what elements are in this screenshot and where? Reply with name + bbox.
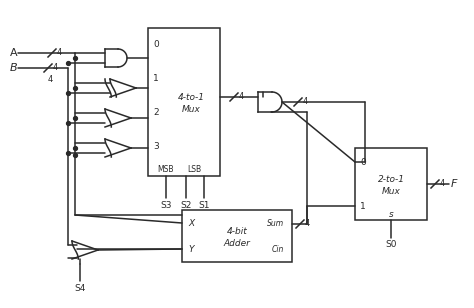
Text: F: F: [451, 179, 457, 189]
Text: 4: 4: [239, 92, 244, 101]
Text: 2-to-1: 2-to-1: [377, 175, 404, 184]
Text: S3: S3: [160, 201, 172, 210]
Text: Adder: Adder: [224, 238, 250, 248]
Text: 4-bit: 4-bit: [227, 226, 247, 236]
Text: Sum: Sum: [267, 218, 284, 228]
Text: S4: S4: [74, 284, 85, 293]
Text: 1: 1: [360, 201, 366, 210]
Text: 3: 3: [153, 141, 159, 151]
Text: 0: 0: [360, 157, 366, 167]
Text: 4: 4: [48, 75, 53, 84]
Text: S1: S1: [198, 201, 210, 210]
Text: Mux: Mux: [182, 104, 201, 114]
Text: S0: S0: [385, 240, 397, 249]
Text: Y: Y: [188, 245, 193, 253]
Text: 4: 4: [305, 219, 310, 228]
Text: 4: 4: [440, 179, 445, 188]
Text: Mux: Mux: [382, 187, 401, 196]
Text: 4-to-1: 4-to-1: [178, 92, 205, 102]
Text: A: A: [10, 48, 18, 58]
Text: 2: 2: [153, 107, 159, 116]
Text: 1: 1: [153, 74, 159, 83]
Bar: [355, 148, 427, 220]
Text: LSB: LSB: [187, 164, 201, 173]
Text: MSB: MSB: [158, 164, 174, 173]
Text: X: X: [188, 218, 194, 228]
Bar: [182, 210, 292, 262]
Text: 4: 4: [57, 48, 62, 57]
Text: Cin: Cin: [272, 245, 284, 253]
Text: 0: 0: [153, 39, 159, 48]
Text: S2: S2: [180, 201, 191, 210]
Text: 4: 4: [53, 63, 58, 72]
Text: s: s: [389, 209, 393, 218]
Bar: [148, 28, 220, 176]
Text: B: B: [10, 63, 18, 73]
Text: 4: 4: [303, 97, 308, 106]
